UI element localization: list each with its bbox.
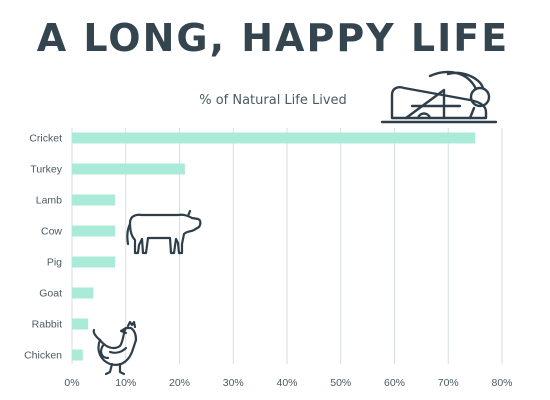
- bar-lamb: [72, 194, 115, 206]
- bar-pig: [72, 256, 115, 268]
- cricket-icon: [380, 70, 498, 124]
- category-label-goat: Goat: [39, 288, 62, 300]
- category-label-rabbit: Rabbit: [32, 319, 62, 331]
- bars: [72, 132, 476, 361]
- bar-rabbit: [72, 318, 89, 330]
- x-tick-label: 50%: [330, 377, 351, 389]
- category-label-lamb: Lamb: [36, 195, 62, 207]
- x-tick-label: 40%: [276, 377, 297, 389]
- category-label-turkey: Turkey: [30, 164, 62, 176]
- cow-icon: [126, 209, 202, 255]
- x-axis-tick-labels: 0% 10% 20% 30% 40% 50% 60% 70% 80%: [64, 377, 512, 389]
- category-label-chicken: Chicken: [24, 350, 62, 362]
- chicken-icon: [92, 320, 138, 376]
- grid-lines: [71, 128, 503, 364]
- bar-goat: [72, 287, 94, 299]
- chart-title: A LONG, HAPPY LIFE: [37, 16, 509, 60]
- category-label-pig: Pig: [47, 257, 62, 269]
- x-tick-label: 20%: [169, 377, 190, 389]
- x-tick-label: 30%: [223, 377, 244, 389]
- x-tick-label: 10%: [115, 377, 136, 389]
- chart-subtitle: % of Natural Life Lived: [199, 93, 347, 108]
- bar-turkey: [72, 163, 185, 175]
- x-tick-label: 70%: [438, 377, 459, 389]
- x-tick-label: 60%: [384, 377, 405, 389]
- category-label-cow: Cow: [41, 226, 62, 238]
- bar-chicken: [72, 349, 83, 361]
- x-tick-label: 80%: [491, 377, 512, 389]
- category-labels: Cricket Turkey Lamb Cow Pig Goat Rabbit Chicken: [24, 133, 63, 362]
- category-label-cricket: Cricket: [29, 133, 62, 145]
- bar-cricket: [72, 132, 476, 144]
- x-tick-label: 0%: [64, 377, 79, 389]
- bar-cow: [72, 225, 115, 237]
